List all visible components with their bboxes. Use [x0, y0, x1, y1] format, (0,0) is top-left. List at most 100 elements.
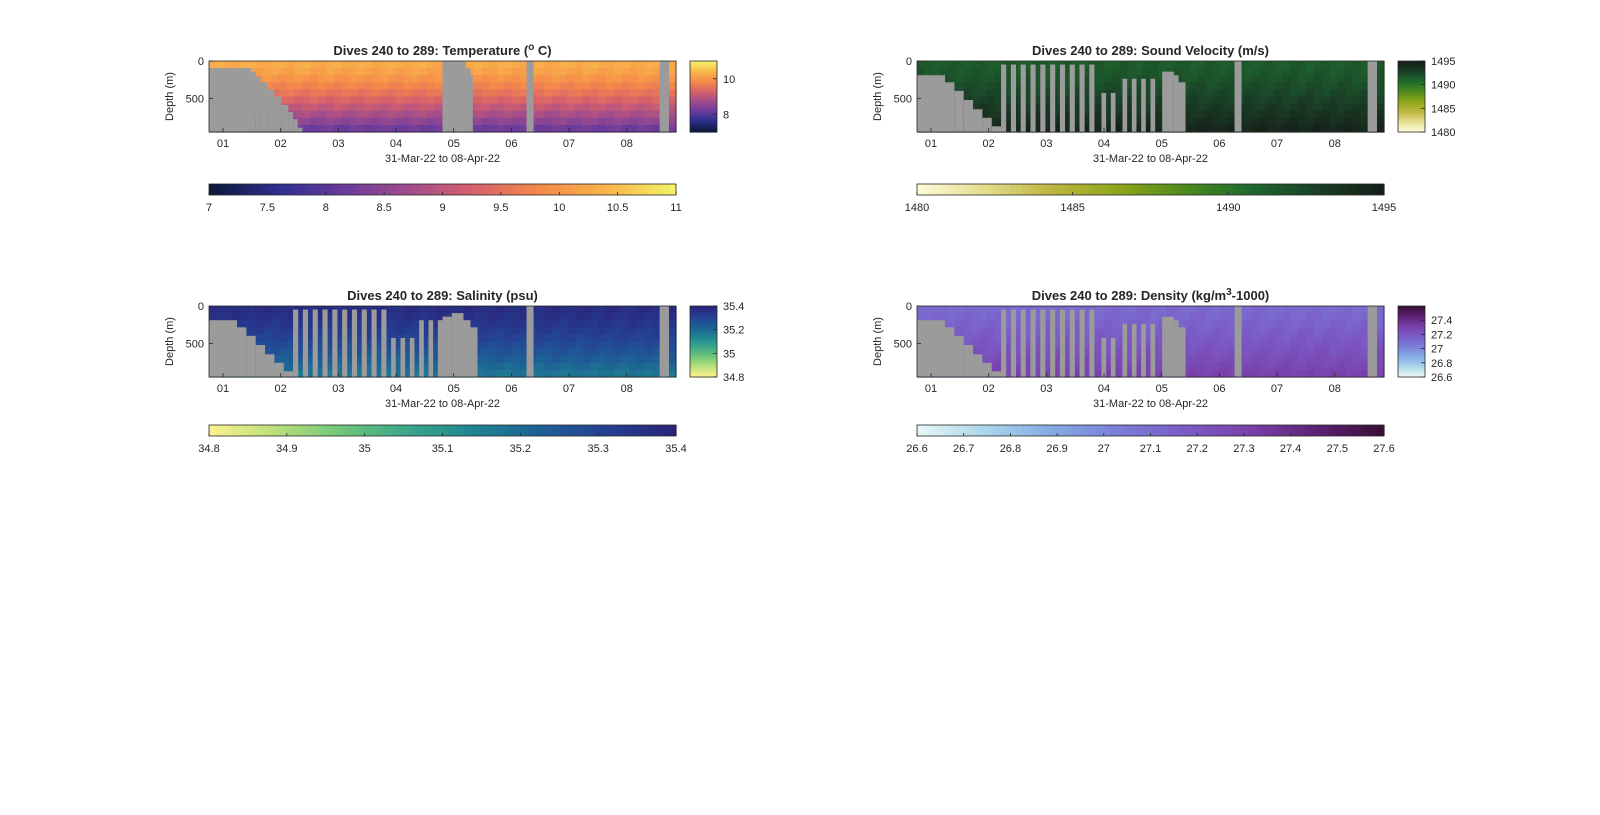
heatmap-cell — [567, 82, 576, 90]
heatmap-cell — [987, 348, 996, 357]
heatmap-cell — [1345, 117, 1354, 126]
heatmap-cell — [512, 306, 521, 314]
heatmap-cell — [1103, 89, 1113, 98]
heatmap-cell — [652, 348, 662, 357]
heatmap-cell — [364, 362, 374, 371]
heatmap-cell — [971, 96, 980, 105]
colorbar-swatch — [1398, 355, 1425, 359]
chart-panel-1: Dives 240 to 289: Temperature (o C)0500D… — [164, 42, 735, 214]
heatmap-cell — [473, 306, 483, 314]
heatmap-cell — [380, 68, 389, 76]
heatmap-cell — [317, 103, 327, 112]
heatmap-cell — [1298, 75, 1307, 83]
heatmap-cell — [598, 75, 607, 83]
colorbar-swatch — [928, 184, 936, 195]
colorbar-swatch — [1398, 75, 1425, 78]
horizontal-colorbar-tick-label: 26.7 — [953, 443, 974, 455]
heatmap-cell — [481, 362, 490, 371]
heatmap-cell — [629, 61, 638, 69]
colorbar-swatch — [1398, 334, 1425, 337]
horizontal-colorbar-tick-label: 35.4 — [665, 443, 686, 455]
heatmap-cell — [1290, 124, 1299, 133]
no-data-mask — [342, 309, 348, 377]
heatmap-cell — [1041, 82, 1050, 90]
heatmap-cell — [473, 327, 483, 335]
heatmap-cell — [1259, 61, 1268, 69]
heatmap-cell — [979, 320, 988, 328]
heatmap-cell — [481, 334, 490, 343]
heatmap-cell — [224, 61, 233, 69]
colorbar-tick-label: 1490 — [1431, 80, 1455, 92]
heatmap-cell — [1243, 96, 1253, 105]
heatmap-cell — [1212, 96, 1222, 105]
colorbar-swatch — [1027, 425, 1035, 436]
colorbar-tick-label: 27 — [1431, 344, 1443, 356]
heatmap-cell — [1345, 341, 1354, 350]
heatmap-cell — [512, 124, 521, 133]
heatmap-cell — [1345, 103, 1354, 112]
heatmap-cell — [1134, 61, 1144, 69]
colorbar-swatch — [952, 425, 959, 436]
colorbar-swatch — [261, 184, 268, 195]
heatmap-cell — [481, 348, 490, 357]
heatmap-cell — [567, 124, 576, 133]
heatmap-cell — [1376, 61, 1385, 69]
heatmap-cell — [1002, 82, 1011, 90]
heatmap-cell — [1267, 348, 1276, 357]
colorbar-swatch — [690, 350, 717, 353]
heatmap-cell — [668, 75, 677, 83]
heatmap-cell — [271, 313, 280, 321]
colorbar-swatch — [690, 61, 717, 64]
heatmap-cell — [317, 369, 327, 378]
heatmap-cell — [302, 103, 311, 112]
heatmap-cell — [574, 75, 584, 83]
colorbar-swatch — [1337, 425, 1344, 436]
heatmap-cell — [1103, 96, 1113, 105]
heatmap-cell — [271, 89, 280, 98]
heatmap-cell — [1096, 68, 1105, 76]
heatmap-cell — [388, 61, 397, 69]
heatmap-cell — [1259, 355, 1268, 364]
heatmap-cell — [310, 124, 319, 133]
heatmap-cell — [1259, 369, 1268, 378]
colorbar-swatch — [690, 123, 717, 126]
heatmap-cell — [1220, 89, 1229, 98]
heatmap-cell — [1072, 341, 1082, 350]
heatmap-cell — [1025, 124, 1035, 133]
heatmap-cell — [1251, 313, 1261, 321]
no-data-mask — [463, 320, 471, 377]
heatmap-cell — [947, 61, 951, 67]
colorbar-swatch — [220, 184, 228, 195]
heatmap-cell — [543, 96, 553, 105]
heatmap-cell — [403, 68, 412, 76]
heatmap-cell — [411, 68, 420, 76]
heatmap-cell — [668, 306, 677, 314]
heatmap-cell — [1259, 362, 1268, 371]
heatmap-cell — [987, 82, 996, 90]
heatmap-cell — [1275, 348, 1284, 357]
heatmap-cell — [1352, 348, 1362, 357]
heatmap-cell — [1220, 110, 1229, 119]
colorbar-swatch — [690, 110, 717, 114]
colorbar-swatch — [963, 425, 971, 436]
heatmap-cell — [356, 96, 366, 105]
heatmap-cell — [1127, 117, 1136, 126]
heatmap-cell — [574, 61, 584, 69]
heatmap-cell — [543, 110, 553, 119]
heatmap-cell — [356, 334, 366, 343]
y-axis-label: Depth (m) — [164, 317, 176, 366]
no-data-mask — [351, 309, 358, 377]
colorbar-swatch — [325, 184, 333, 195]
heatmap-cell — [411, 61, 420, 69]
colorbar-swatch — [360, 184, 368, 195]
heatmap-cell — [1189, 96, 1198, 105]
heatmap-cell — [621, 313, 630, 321]
x-tick-label: 01 — [925, 138, 937, 150]
heatmap-cell — [1220, 341, 1229, 350]
heatmap-cell — [1306, 327, 1315, 335]
heatmap-cell — [1243, 348, 1253, 357]
heatmap-cell — [411, 348, 420, 357]
colorbar-swatch — [690, 82, 717, 85]
heatmap-cell — [987, 327, 996, 335]
no-data-mask — [302, 309, 309, 377]
